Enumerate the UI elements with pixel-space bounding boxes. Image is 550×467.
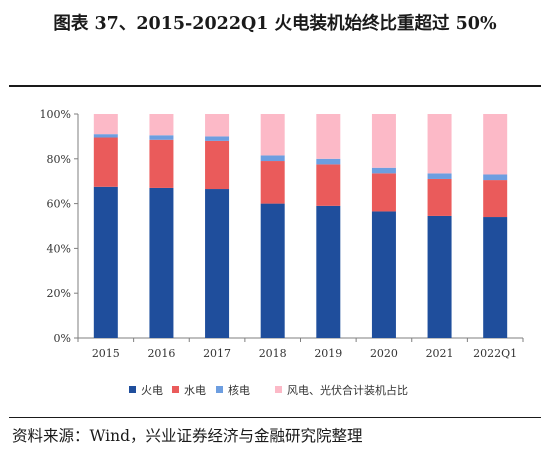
x-tick-label: 2017	[203, 347, 231, 360]
legend-label: 风电、光伏合计装机占比	[287, 383, 408, 397]
bar-segment	[371, 114, 396, 168]
bar-segment	[93, 137, 118, 187]
bar-segment	[93, 186, 118, 338]
bar-segment	[316, 158, 341, 165]
bar-segment	[149, 139, 174, 188]
y-tick-label: 80%	[47, 153, 71, 166]
bar-segment	[483, 114, 508, 175]
y-tick-label: 20%	[47, 287, 71, 300]
legend-label: 火电	[141, 384, 163, 397]
bar-segment	[316, 164, 341, 206]
y-tick-label: 0%	[54, 332, 71, 345]
bar-segment	[260, 203, 285, 338]
bar-segment	[371, 167, 396, 174]
x-tick-label: 2015	[92, 347, 120, 360]
x-tick-label: 2020	[370, 347, 398, 360]
bar-segment	[260, 161, 285, 204]
bar-segment	[427, 215, 452, 338]
bar-segment	[371, 211, 396, 338]
chart-title: 图表 37、2015-2022Q1 火电装机始终比重超过 50%	[53, 14, 497, 34]
source-divider	[9, 417, 541, 418]
bar-segment	[205, 114, 230, 137]
y-tick-label: 100%	[40, 108, 71, 121]
bar-segment	[483, 174, 508, 181]
bar-segment	[371, 173, 396, 212]
x-tick-label: 2018	[259, 347, 287, 360]
x-tick-label: 2021	[426, 347, 454, 360]
bar-segment	[316, 205, 341, 338]
source-note: 资料来源：Wind，兴业证券经济与金融研究院整理	[12, 427, 363, 445]
bar-segment	[205, 189, 230, 338]
x-tick-label: 2016	[147, 347, 175, 360]
bar-segment	[149, 187, 174, 338]
legend-swatch	[275, 386, 282, 393]
bar-segment	[205, 140, 230, 190]
legend-swatch	[216, 386, 223, 393]
bar-segment	[427, 173, 452, 179]
title-divider	[9, 85, 541, 87]
y-tick-label: 40%	[47, 242, 71, 255]
bar-segment	[260, 155, 285, 162]
legend-swatch	[172, 386, 179, 393]
bar-segment	[260, 114, 285, 156]
bar-segment	[483, 217, 508, 338]
bar-segment	[483, 180, 508, 218]
bar-segment	[205, 136, 230, 141]
legend-swatch	[129, 386, 136, 393]
bar-segment	[93, 114, 118, 135]
bar-segment	[427, 178, 452, 216]
legend-label: 核电	[228, 383, 250, 397]
y-tick-label: 60%	[47, 198, 71, 211]
bar-segment	[316, 114, 341, 159]
legend-label: 水电	[184, 384, 206, 397]
bar-segment	[149, 135, 174, 140]
bar-segment	[427, 114, 452, 174]
bar-segment	[149, 114, 174, 136]
bar-segment	[93, 134, 118, 138]
x-tick-label: 2019	[314, 347, 342, 360]
x-tick-label: 2022Q1	[473, 347, 517, 360]
